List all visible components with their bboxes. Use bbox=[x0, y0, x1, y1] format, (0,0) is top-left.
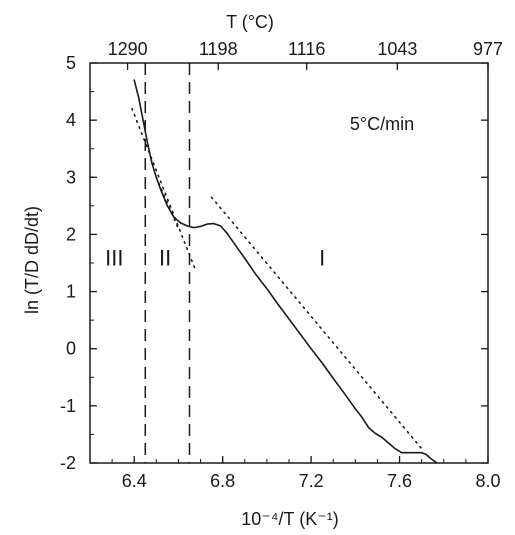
region-label: I bbox=[319, 245, 325, 270]
x-tick-label: 7.6 bbox=[387, 471, 412, 491]
top-tick-label: 977 bbox=[473, 39, 503, 59]
x-tick-label: 7.2 bbox=[299, 471, 324, 491]
data-curve bbox=[133, 79, 439, 463]
top-tick-label: 1116 bbox=[288, 39, 325, 59]
rate-annotation: 5°C/min bbox=[350, 114, 414, 134]
axis-ticks bbox=[89, 62, 489, 464]
x-tick-label: 6.4 bbox=[122, 471, 147, 491]
y-axis-label: ln (T/D dD/dt) bbox=[22, 206, 42, 314]
y-tick-labels: -2 -1 0 1 2 3 4 5 bbox=[60, 53, 76, 473]
y-tick-label: 1 bbox=[66, 282, 76, 302]
x-tick-label: 6.8 bbox=[210, 471, 235, 491]
fit-line-2 bbox=[155, 176, 180, 230]
y-tick-label: 5 bbox=[66, 53, 76, 73]
y-tick-label: 2 bbox=[66, 224, 76, 244]
y-tick-label: 0 bbox=[66, 339, 76, 359]
x-tick-label: 8.0 bbox=[475, 471, 500, 491]
top-tick-label: 1043 bbox=[377, 39, 417, 59]
region-label: III bbox=[105, 245, 123, 270]
y-tick-label: 3 bbox=[66, 167, 76, 187]
fit-line-3 bbox=[210, 196, 423, 450]
y-tick-label: 4 bbox=[66, 110, 76, 130]
y-tick-label: -1 bbox=[60, 396, 76, 416]
top-axis-label: T (°C) bbox=[226, 12, 274, 32]
top-tick-label: 1290 bbox=[108, 39, 148, 59]
plot-frame bbox=[89, 62, 489, 464]
x-axis-label: 10⁻⁴/T (K⁻¹) bbox=[241, 509, 338, 529]
plot-area bbox=[89, 62, 489, 464]
region-labels: III II I bbox=[105, 245, 325, 270]
region-label: II bbox=[159, 245, 171, 270]
series-lines bbox=[131, 79, 439, 463]
x-tick-labels: 6.4 6.8 7.2 7.6 8.0 bbox=[122, 471, 501, 491]
y-tick-label: -2 bbox=[60, 453, 76, 473]
top-tick-label: 1198 bbox=[199, 39, 238, 59]
top-tick-labels: 1290 1198 1116 1043 977 bbox=[108, 39, 503, 59]
